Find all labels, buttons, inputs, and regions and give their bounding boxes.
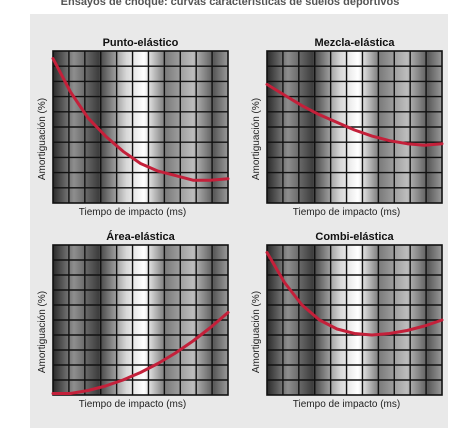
x-axis-label: Tiempo de impacto (ms): [293, 207, 400, 218]
plot-frame: [52, 50, 229, 204]
subplot-2: Mezcla-elástica Tiempo de impacto (ms) Amo…: [251, 37, 444, 218]
plot-title: Mezcla-elástica: [314, 37, 395, 49]
series-line: [51, 311, 230, 395]
series-line: [51, 57, 230, 182]
y-axis-label: Amortiguación (%): [251, 291, 262, 373]
plot-title: Punto-elástico: [103, 37, 179, 49]
x-axis-label: Tiempo de impacto (ms): [79, 207, 186, 218]
series-line: [265, 82, 444, 147]
subplot-3: Área-elástica Tiempo de impacto (ms) Amort…: [37, 230, 230, 410]
plot-title: Combi-elástica: [315, 231, 394, 243]
subplot-4: Combi-elástica Tiempo de impacto (ms) Amor…: [251, 231, 444, 410]
plot-frame: [52, 244, 229, 396]
plot-frame: [266, 50, 443, 204]
y-axis-label: Amortiguación (%): [37, 291, 48, 373]
series-line: [265, 251, 444, 337]
y-axis-label: Amortiguación (%): [251, 98, 262, 180]
subplot-1: Punto-elástico Tiempo de impacto (ms) Amor…: [37, 37, 230, 218]
x-axis-label: Tiempo de impacto (ms): [79, 399, 186, 410]
figure-top-caption: Ensayos de choque: curvas característica…: [60, 0, 400, 8]
y-axis-label: Amortiguación (%): [37, 98, 48, 180]
plot-title: Área-elástica: [106, 230, 175, 243]
x-axis-label: Tiempo de impacto (ms): [293, 399, 400, 410]
